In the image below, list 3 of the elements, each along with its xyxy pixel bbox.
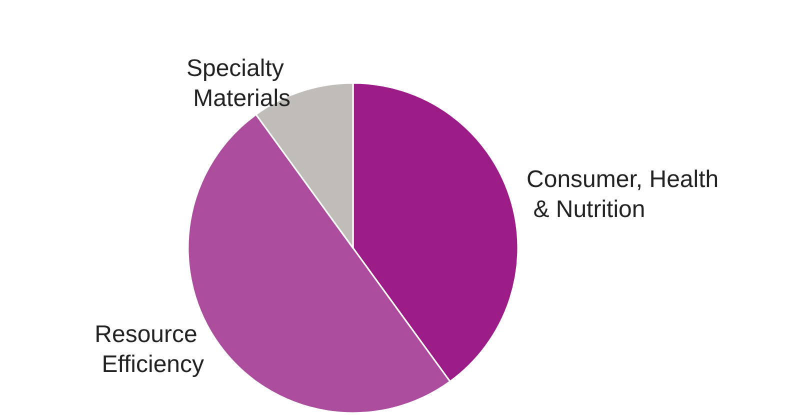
slice-label: Specialty Materials <box>186 54 291 112</box>
slice-label: Consumer, Health & Nutrition <box>526 166 719 224</box>
slice-label: Resource Efficiency <box>94 321 204 378</box>
